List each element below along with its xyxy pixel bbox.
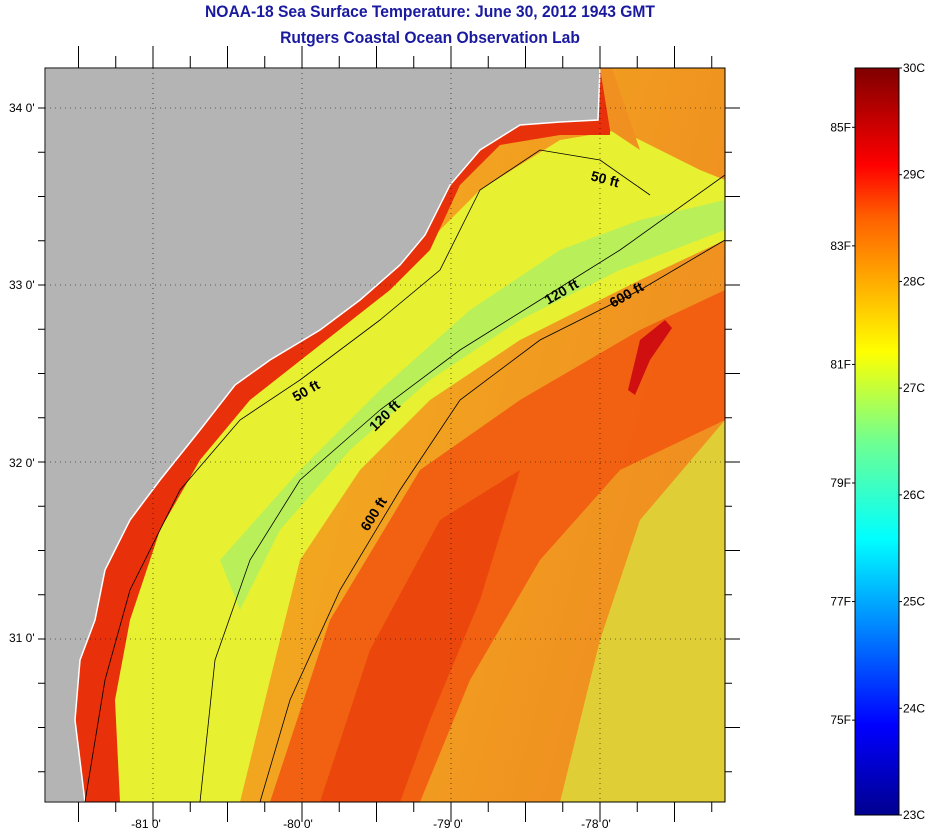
lon-label: -81 0': [131, 817, 161, 831]
colorbar: [854, 67, 900, 816]
map-subtitle: Rutgers Coastal Ocean Observation Lab: [280, 28, 580, 47]
lon-label: -80 0': [283, 817, 313, 831]
colorbar-f-label: 79F: [830, 476, 851, 490]
contour-50ft: [84, 149, 651, 802]
colorbar-c-label: 27C: [903, 381, 925, 395]
contour-600ft: [259, 239, 725, 802]
lat-label: 34 0': [9, 101, 35, 115]
colorbar-c-label: 25C: [903, 595, 925, 609]
land: [45, 68, 601, 802]
axis-ticks: [38, 46, 740, 822]
lat-label: 31 0': [9, 631, 35, 645]
gulf-stream-core: [320, 470, 520, 802]
colorbar-f-label: 81F: [830, 357, 851, 371]
colorbar-c-label: 29C: [903, 168, 925, 182]
map-frame: [44, 67, 726, 803]
contour-label: 50 ft: [589, 167, 621, 190]
lon-label: -79 0': [433, 817, 463, 831]
colorbar-f-label: 75F: [830, 713, 851, 727]
colorbar-f-label: 77F: [830, 595, 851, 609]
grid: [45, 68, 725, 802]
colorbar-c-label: 30C: [903, 61, 925, 75]
lat-label: 32 0': [9, 456, 35, 470]
colorbar-f-label: 85F: [830, 120, 851, 134]
lat-label: 33 0': [9, 278, 35, 292]
inlet: [600, 68, 640, 150]
map-title: NOAA-18 Sea Surface Temperature: June 30…: [205, 2, 655, 21]
contour-120ft: [199, 174, 725, 802]
offshore-green: [560, 420, 725, 802]
colorbar-c-label: 26C: [903, 488, 925, 502]
shelf-band: [85, 130, 725, 802]
colorbar-c-label: 28C: [903, 274, 925, 288]
lon-label: -78 0': [581, 817, 611, 831]
colorbar-f-label: 83F: [830, 239, 851, 253]
warm-streak: [628, 320, 672, 395]
sst-map: 50 ft 50 ft 120 ft 120 ft 600 ft 600 ft: [45, 68, 725, 802]
colorbar-c-label: 24C: [903, 701, 925, 715]
shelf-green: [220, 200, 725, 610]
colorbar-c-label: 23C: [903, 808, 925, 822]
